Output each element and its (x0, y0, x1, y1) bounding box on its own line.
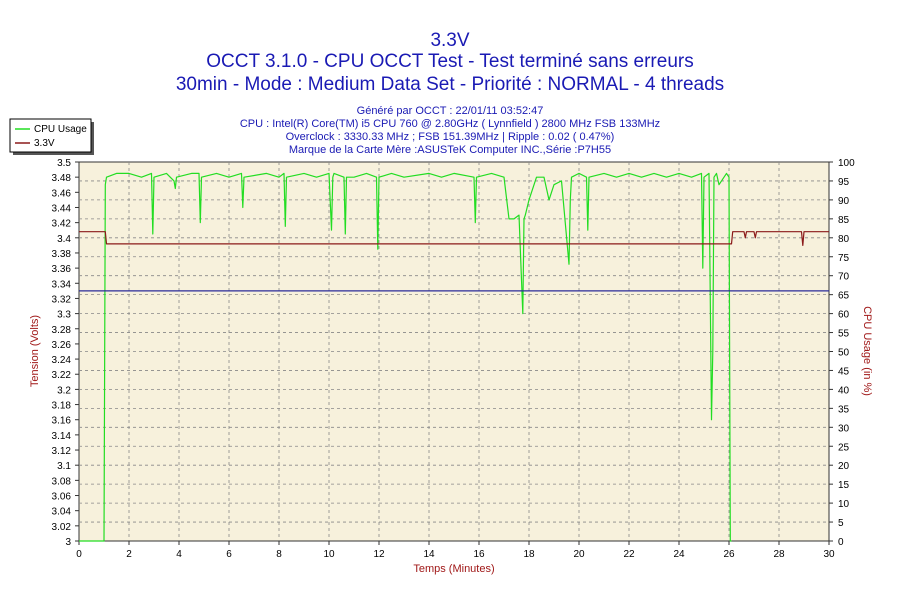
y-left-tick-label: 3.1 (57, 461, 71, 472)
y-left-tick-label: 3.38 (52, 249, 72, 260)
x-tick-label: 10 (323, 549, 335, 560)
y-axis-right-label: CPU Usage (in %) (861, 306, 873, 396)
y-right-tick-label: 80 (838, 234, 850, 245)
y-left-tick-label: 3.3 (57, 310, 71, 321)
y-right-tick-label: 55 (838, 329, 850, 340)
legend-label-cpu-usage: CPU Usage (34, 124, 87, 135)
y-left-tick-label: 3.2 (57, 385, 71, 396)
y-left-tick-label: 3.18 (52, 401, 72, 412)
y-right-tick-label: 10 (838, 499, 850, 510)
x-tick-label: 2 (126, 549, 132, 560)
y-left-tick-label: 3.32 (52, 294, 72, 305)
y-right-tick-label: 40 (838, 385, 850, 396)
y-left-tick-label: 3.28 (52, 325, 72, 336)
y-left-tick-label: 3.26 (52, 340, 72, 351)
y-right-tick-label: 15 (838, 480, 850, 491)
y-right-tick-label: 25 (838, 442, 850, 453)
y-left-tick-label: 3.14 (52, 431, 72, 442)
legend-label-3v3: 3.3V (34, 138, 55, 149)
x-axis-ticks: 0 2 4 6 8 10 12 14 16 18 20 22 24 26 28 30 (76, 541, 835, 560)
x-tick-label: 20 (573, 549, 585, 560)
x-tick-label: 4 (176, 549, 182, 560)
y-right-tick-label: 20 (838, 461, 850, 472)
x-tick-label: 28 (773, 549, 785, 560)
y-right-tick-label: 45 (838, 366, 850, 377)
info-board: Marque de la Carte Mère :ASUSTeK Compute… (289, 144, 611, 156)
y-right-tick-label: 100 (838, 158, 855, 169)
y-left-tick-label: 3.08 (52, 476, 72, 487)
x-tick-label: 30 (823, 549, 835, 560)
y-left-tick-label: 3.46 (52, 188, 72, 199)
x-tick-label: 26 (723, 549, 735, 560)
y-left-tick-label: 3.4 (57, 234, 71, 245)
y-left-tick-label: 3.16 (52, 416, 72, 427)
y-left-tick-label: 3.12 (52, 446, 72, 457)
info-cpu: CPU : Intel(R) Core(TM) i5 CPU 760 @ 2.8… (240, 118, 660, 130)
y-right-tick-label: 50 (838, 348, 850, 359)
y-right-tick-label: 95 (838, 177, 850, 188)
y-right-tick-label: 65 (838, 291, 850, 302)
legend-box (9, 118, 92, 153)
y-left-tick-label: 3.04 (52, 507, 72, 518)
x-tick-label: 22 (623, 549, 635, 560)
y-left-tick-label: 3.48 (52, 173, 72, 184)
y-axis-right-ticks: 1009590858075706560555045403530252015105… (829, 158, 855, 548)
y-right-tick-label: 60 (838, 310, 850, 321)
y-left-tick-label: 3.02 (52, 522, 72, 533)
y-left-tick-label: 3.34 (52, 279, 72, 290)
chart-subtitle-test: OCCT 3.1.0 - CPU OCCT Test - Test termin… (206, 51, 693, 72)
y-axis-left-label: Tension (Volts) (29, 315, 41, 387)
x-tick-label: 6 (226, 549, 232, 560)
y-left-tick-label: 3.44 (52, 203, 72, 214)
info-overclock: Overclock : 3330.33 MHz ; FSB 151.39MHz … (286, 131, 615, 143)
series-line-3v3 (79, 231, 829, 246)
y-right-tick-label: 75 (838, 253, 850, 264)
y-right-tick-label: 35 (838, 404, 850, 415)
series-layer (79, 172, 829, 542)
x-tick-label: 16 (473, 549, 485, 560)
y-left-tick-label: 3.22 (52, 370, 72, 381)
y-right-tick-label: 30 (838, 423, 850, 434)
x-axis-label: Temps (Minutes) (413, 563, 494, 575)
y-left-tick-label: 3.5 (57, 158, 71, 169)
series-line-cpu-usage (79, 172, 732, 542)
y-left-tick-label: 3.42 (52, 219, 72, 230)
y-right-tick-label: 5 (838, 518, 844, 529)
y-right-tick-label: 85 (838, 215, 850, 226)
y-right-tick-label: 90 (838, 196, 850, 207)
y-left-tick-label: 3.06 (52, 492, 72, 503)
x-tick-label: 0 (76, 549, 82, 560)
x-tick-label: 18 (523, 549, 535, 560)
legend: CPU Usage 3.3V (9, 118, 94, 155)
chart-title: 3.3V (430, 30, 469, 51)
y-left-tick-label: 3.36 (52, 264, 72, 275)
y-left-tick-label: 3.24 (52, 355, 72, 366)
chart-subtitle-mode: 30min - Mode : Medium Data Set - Priorit… (176, 74, 724, 95)
y-right-tick-label: 0 (838, 537, 844, 548)
info-generated: Généré par OCCT : 22/01/11 03:52:47 (357, 105, 544, 117)
x-tick-label: 14 (423, 549, 435, 560)
y-left-tick-label: 3 (65, 537, 71, 548)
x-tick-label: 8 (276, 549, 282, 560)
y-axis-left-ticks: 3.5 3.48 3.46 3.44 3.42 3.4 3.38 3.36 3.34 3.32 3.… (52, 158, 79, 548)
y-right-tick-label: 70 (838, 272, 850, 283)
x-tick-label: 12 (373, 549, 385, 560)
x-tick-label: 24 (673, 549, 685, 560)
